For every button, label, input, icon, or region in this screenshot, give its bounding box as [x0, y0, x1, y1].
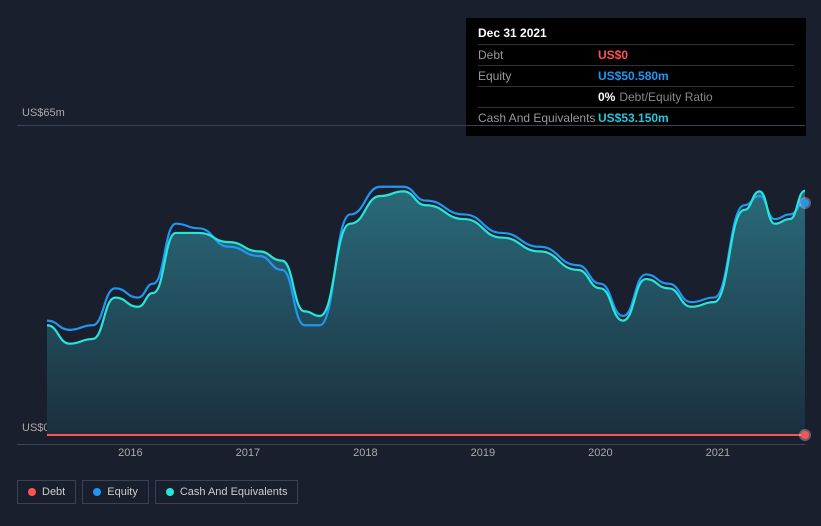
tooltip-label: Cash And Equivalents [478, 111, 598, 125]
tooltip-date: Dec 31 2021 [478, 26, 794, 44]
x-tick: 2016 [118, 447, 142, 459]
tooltip-value: US$50.580m [598, 69, 669, 83]
legend-label: Cash And Equivalents [180, 486, 288, 498]
chart-legend: Debt Equity Cash And Equivalents [17, 480, 298, 504]
legend-dot [93, 488, 101, 496]
tooltip-label [478, 90, 598, 104]
legend-dot [166, 488, 174, 496]
y-axis-max: US$65m [22, 107, 65, 119]
legend-item[interactable]: Cash And Equivalents [155, 480, 299, 504]
x-axis: 2016 2017 2018 2019 2020 2021 [47, 447, 805, 467]
tooltip-row: DebtUS$0 [478, 44, 794, 65]
tooltip-label: Debt [478, 48, 598, 62]
legend-dot [28, 488, 36, 496]
tooltip-value: 0%Debt/Equity Ratio [598, 90, 713, 104]
legend-item[interactable]: Equity [82, 480, 149, 504]
x-tick: 2021 [706, 447, 730, 459]
tooltip-value: US$53.150m [598, 111, 669, 125]
x-tick: 2020 [588, 447, 612, 459]
tooltip-value: US$0 [598, 48, 628, 62]
legend-item[interactable]: Debt [17, 480, 76, 504]
tooltip-label: Equity [478, 69, 598, 83]
legend-label: Debt [42, 486, 65, 498]
tooltip-row: EquityUS$50.580m [478, 65, 794, 86]
chart-marker [801, 199, 809, 207]
financial-chart: US$65m US$0 201620172018201920202021 Deb… [17, 125, 805, 445]
x-tick: 2017 [236, 447, 260, 459]
chart-tooltip: Dec 31 2021 DebtUS$0EquityUS$50.580m0%De… [466, 18, 806, 136]
chart-plot-area[interactable] [17, 125, 805, 445]
chart-marker [801, 431, 809, 439]
x-tick: 2019 [471, 447, 495, 459]
tooltip-row: 0%Debt/Equity Ratio [478, 86, 794, 107]
x-tick: 2018 [353, 447, 377, 459]
legend-label: Equity [107, 486, 138, 498]
chart-svg [47, 136, 805, 436]
